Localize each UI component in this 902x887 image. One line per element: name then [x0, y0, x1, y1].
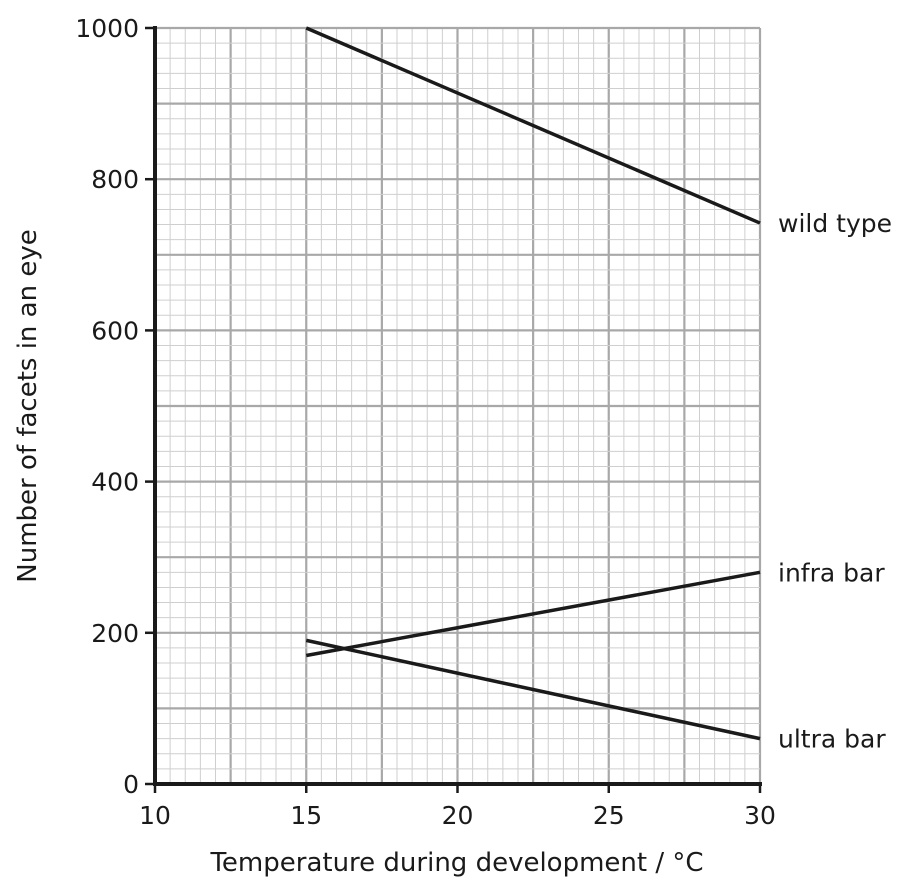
x-axis-label: Temperature during development / °C	[209, 848, 703, 878]
x-tick-label: 20	[442, 801, 474, 830]
series-labels: wild type infra bar ultra bar	[778, 209, 892, 754]
series-line-wild-type	[305, 26, 761, 225]
series-label-wild-type: wild type	[778, 209, 892, 238]
y-tick-label: 600	[91, 316, 139, 345]
series-label-infra-bar: infra bar	[778, 558, 885, 587]
series-line-infra-bar	[305, 570, 761, 658]
x-tick-label: 15	[290, 801, 322, 830]
x-tick-label: 30	[744, 801, 776, 830]
x-tick-label: 25	[593, 801, 625, 830]
y-tick-label: 200	[91, 619, 139, 648]
y-tick-label: 0	[123, 770, 139, 799]
axes	[145, 26, 762, 793]
y-tick-label: 800	[91, 165, 139, 194]
x-tick-label: 10	[139, 801, 171, 830]
series-lines	[305, 26, 761, 741]
grid	[153, 26, 762, 786]
series-label-ultra-bar: ultra bar	[778, 725, 886, 754]
y-axis-label: Number of facets in an eye	[13, 229, 43, 582]
series-line-ultra-bar	[305, 638, 761, 741]
tick-labels: 10 15 20 25 30 0 200 400 600 800 1000	[75, 14, 776, 830]
y-tick-label: 1000	[75, 14, 139, 43]
y-tick-label: 400	[91, 468, 139, 497]
